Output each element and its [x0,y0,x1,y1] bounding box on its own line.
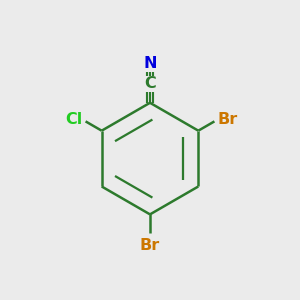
Text: Cl: Cl [65,112,83,128]
Text: N: N [143,56,157,71]
Text: Br: Br [217,112,238,128]
Text: Br: Br [140,238,160,253]
Text: C: C [144,76,156,92]
